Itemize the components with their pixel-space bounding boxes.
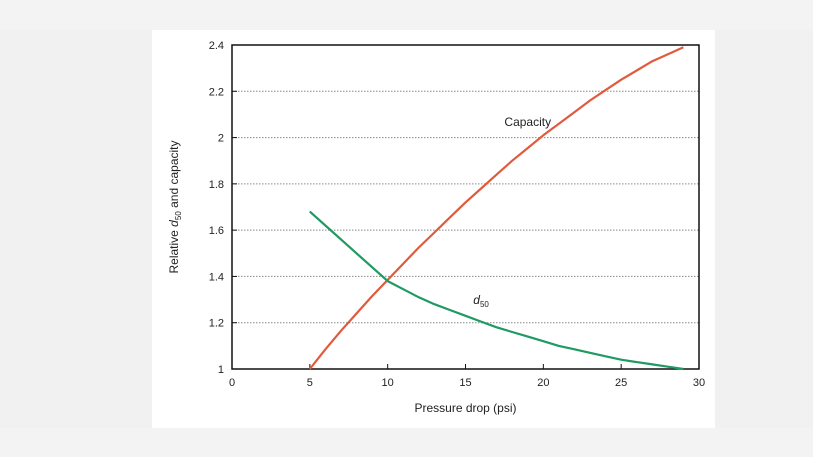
- y-axis-ticks: 1 1.2 1.4 1.6 1.8 2 2.2 2.4: [209, 40, 237, 376]
- series-line-d50: [309, 210, 684, 371]
- d50-annotation: d50: [473, 293, 489, 309]
- x-axis-label: Pressure drop (psi): [414, 401, 516, 415]
- y-axis-label: Relative d50 and capacity: [167, 141, 183, 274]
- y-tick-label: 1.6: [209, 225, 224, 237]
- line-chart: 1 1.2 1.4 1.6 1.8 2 2.2 2.4 0 5 10 15 20 25 30 Capaci…: [167, 40, 705, 415]
- y-tick-label: 1.2: [209, 318, 224, 330]
- x-tick-label: 0: [229, 377, 235, 389]
- y-tick-label: 2.4: [209, 40, 224, 52]
- x-axis-ticks: 0 5 10 15 20 25 30: [229, 364, 705, 389]
- x-tick-label: 10: [382, 377, 394, 389]
- x-tick-label: 30: [693, 377, 705, 389]
- x-tick-label: 20: [537, 377, 549, 389]
- y-tick-label: 2.2: [209, 86, 224, 98]
- x-tick-label: 15: [459, 377, 471, 389]
- gridlines: [232, 90, 699, 324]
- y-tick-label: 1.8: [209, 179, 224, 191]
- bottom-band: [0, 428, 813, 457]
- series-line-capacity: [308, 46, 684, 370]
- top-band: [0, 0, 813, 30]
- series-lines: [308, 46, 684, 371]
- y-tick-label: 1.4: [209, 271, 224, 283]
- y-tick-label: 2: [218, 133, 224, 145]
- y-tick-label: 1: [218, 364, 224, 376]
- plot-frame: [231, 44, 700, 370]
- x-tick-label: 25: [615, 377, 627, 389]
- capacity-annotation: Capacity: [504, 115, 551, 129]
- x-tick-label: 5: [307, 377, 313, 389]
- chart-card: 1 1.2 1.4 1.6 1.8 2 2.2 2.4 0 5 10 15 20 25 30 Capaci…: [152, 30, 715, 428]
